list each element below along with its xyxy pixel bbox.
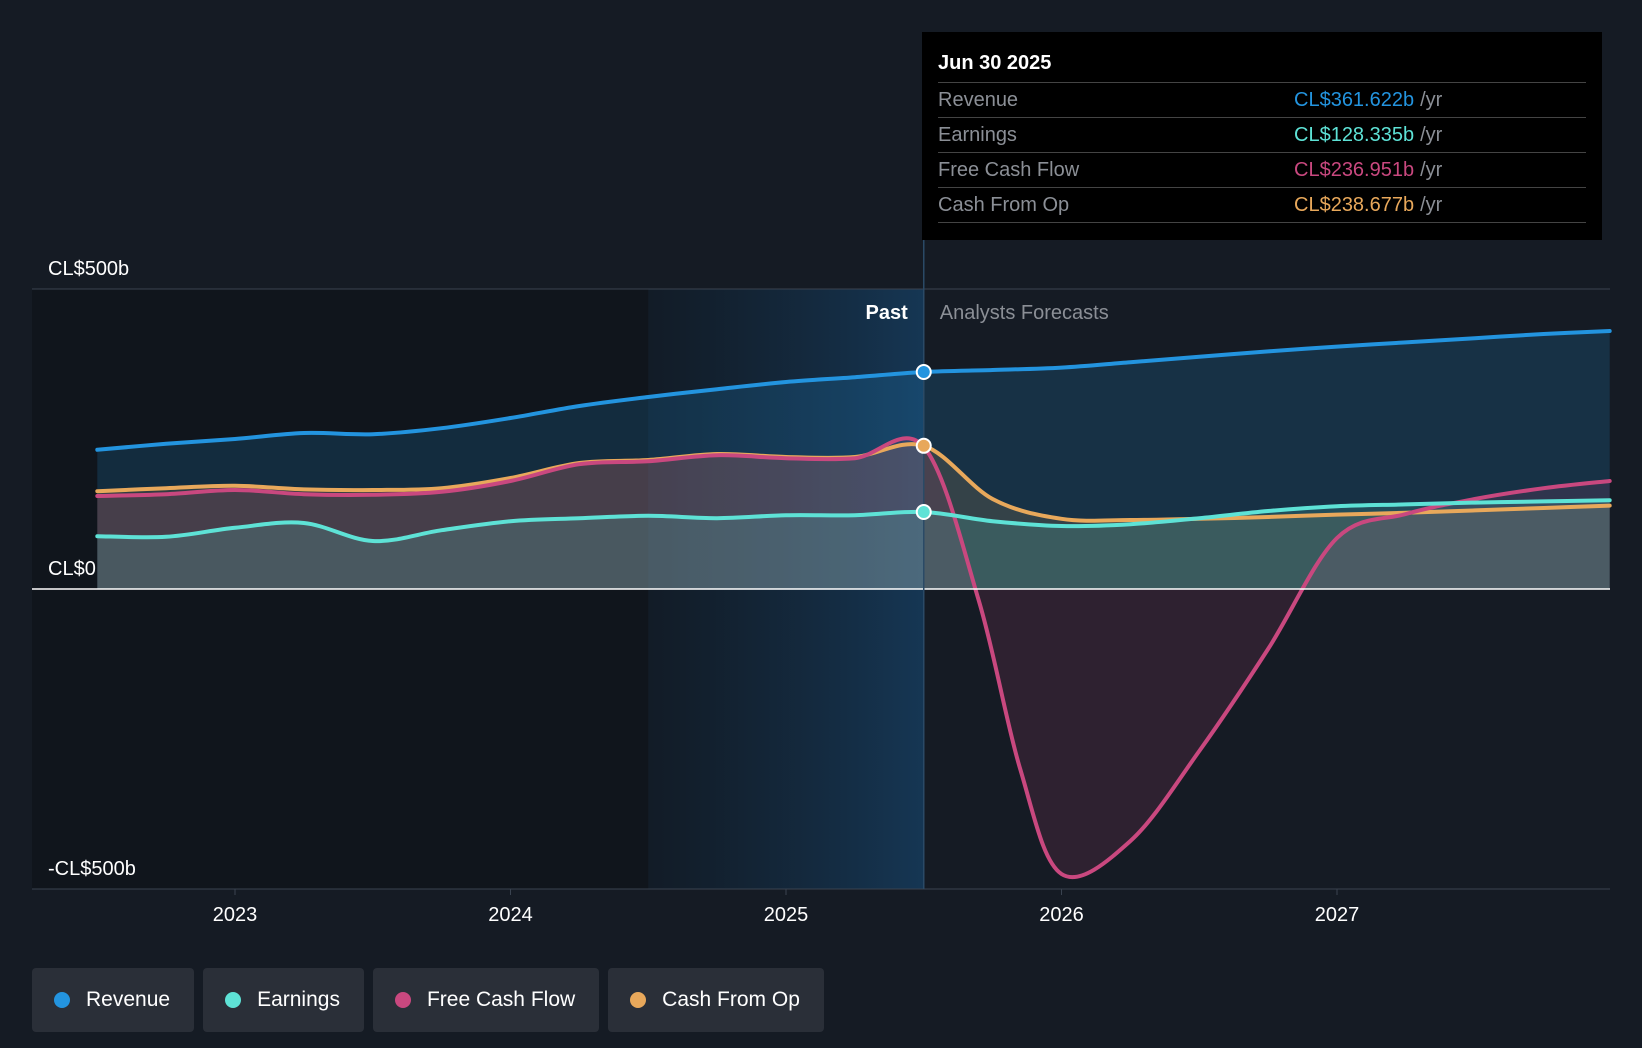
free-cash-flow-line <box>95 436 1612 880</box>
tooltip-label: Revenue <box>938 88 1019 111</box>
tooltip-value: CL$128.335b <box>1294 123 1415 146</box>
x-axis-tick-label: 2023 <box>213 904 258 926</box>
tooltip-value: CL$236.951b <box>1294 158 1415 181</box>
tooltip-value: CL$361.622b <box>1294 88 1415 111</box>
revenue-line <box>95 329 1612 452</box>
legend-label: Earnings <box>257 988 340 1011</box>
chart: CL$500b CL$0 -CL$500b 2023 2024 2025 2026 2027 P… <box>32 240 1612 926</box>
tooltip-row-revenue: Revenue CL$361.622b /yr <box>938 83 1586 118</box>
legend: Revenue Earnings Free Cash Flow Cash Fro… <box>32 968 824 1032</box>
legend-dot-icon <box>394 992 411 1008</box>
legend-item-revenue[interactable]: Revenue <box>32 968 195 1032</box>
earnings-line <box>95 498 1612 544</box>
x-axis-tick-label: 2026 <box>1039 904 1084 926</box>
revenue-highlight-point <box>915 364 932 381</box>
legend-dot-icon <box>54 992 70 1008</box>
x-axis-tick-label: 2027 <box>1315 904 1360 926</box>
tooltip-label: Cash From Op <box>938 193 1070 216</box>
cash-from-op-highlight-point <box>915 437 932 454</box>
free-cash-flow-area <box>97 438 1610 878</box>
legend-dot-icon <box>630 992 647 1008</box>
tooltip-row-free-cash-flow: Free Cash Flow CL$236.951b /yr <box>938 153 1586 188</box>
x-axis-tick-label: 2025 <box>764 904 809 926</box>
tooltip-row-earnings: Earnings CL$128.335b /yr <box>938 118 1586 153</box>
tooltip-label: Earnings <box>938 123 1017 146</box>
legend-item-earnings[interactable]: Earnings <box>203 968 364 1032</box>
y-axis-label: CL$500b <box>48 258 129 280</box>
legend-dot-icon <box>225 992 242 1008</box>
legend-label: Revenue <box>86 988 171 1011</box>
past-label: Past <box>866 302 909 324</box>
tooltip-date: Jun 30 2025 <box>938 48 1586 83</box>
forecast-label: Analysts Forecasts <box>940 302 1109 324</box>
tooltip-unit: /yr <box>1420 88 1443 111</box>
tooltip-row-cash-from-op: Cash From Op CL$238.677b /yr <box>938 188 1586 223</box>
tooltip-value: CL$238.677b <box>1294 193 1415 216</box>
legend-label: Cash From Op <box>662 988 800 1011</box>
y-axis-label: CL$0 <box>48 558 96 580</box>
legend-label: Free Cash Flow <box>426 988 576 1011</box>
x-axis-tick-label: 2024 <box>488 904 533 926</box>
tooltip-label: Free Cash Flow <box>938 158 1080 181</box>
tooltip: Jun 30 2025 Revenue CL$361.622b /yr Earn… <box>922 32 1602 240</box>
tooltip-unit: /yr <box>1420 123 1443 146</box>
tooltip-unit: /yr <box>1420 193 1443 216</box>
earnings-highlight-point <box>915 503 932 520</box>
legend-item-cash-from-op[interactable]: Cash From Op <box>608 968 824 1032</box>
legend-item-free-cash-flow[interactable]: Free Cash Flow <box>372 968 600 1032</box>
tooltip-unit: /yr <box>1420 158 1443 181</box>
earnings-area <box>97 500 1610 589</box>
y-axis-label: -CL$500b <box>48 858 136 880</box>
